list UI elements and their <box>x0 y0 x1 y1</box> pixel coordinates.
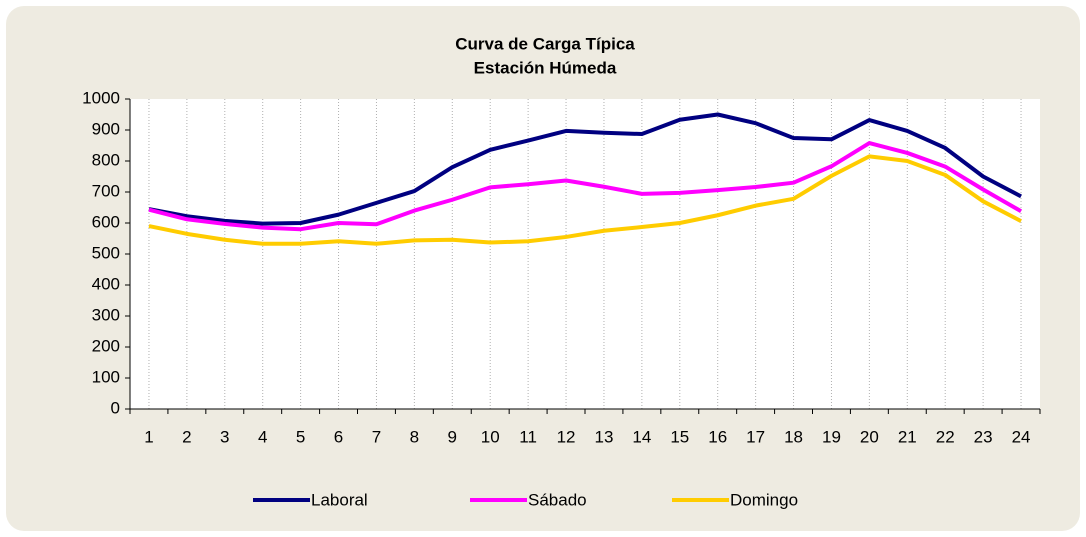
x-tick-label: 20 <box>860 427 879 446</box>
series-line <box>148 112 1022 226</box>
x-tick-label: 24 <box>1012 427 1031 446</box>
y-tick-label: 200 <box>92 336 120 355</box>
x-tick-label: 8 <box>410 427 419 446</box>
y-tick-label: 100 <box>92 367 120 386</box>
y-tick-label: 1000 <box>82 88 120 107</box>
x-tick-label: 18 <box>784 427 803 446</box>
chart-subtitle: Estación Húmeda <box>474 58 617 77</box>
legend-label: Domingo <box>730 490 798 509</box>
x-tick-label: 6 <box>334 427 343 446</box>
x-tick-label: 22 <box>936 427 955 446</box>
series-line <box>148 141 1023 232</box>
x-tick-label: 1 <box>144 427 153 446</box>
y-tick-label: 800 <box>92 150 120 169</box>
x-tick-label: 14 <box>632 427 651 446</box>
y-tick-label: 500 <box>92 243 120 262</box>
legend-label: Sábado <box>528 490 587 509</box>
plot-area <box>130 99 1040 409</box>
y-tick-label: 300 <box>92 305 120 324</box>
series-line <box>148 154 1022 246</box>
legend-label: Laboral <box>311 490 368 509</box>
x-tick-label: 23 <box>974 427 993 446</box>
x-tick-label: 3 <box>220 427 229 446</box>
x-tick-label: 15 <box>670 427 689 446</box>
y-tick-label: 0 <box>111 398 120 417</box>
x-tick-label: 13 <box>594 427 613 446</box>
x-tick-label: 7 <box>372 427 381 446</box>
x-tick-label: 17 <box>746 427 765 446</box>
x-tick-label: 10 <box>481 427 500 446</box>
x-tick-label: 21 <box>898 427 917 446</box>
x-tick-label: 16 <box>708 427 727 446</box>
x-tick-label: 2 <box>182 427 191 446</box>
x-tick-label: 11 <box>519 427 537 446</box>
x-tick-label: 9 <box>448 427 457 446</box>
x-tick-label: 4 <box>258 427 267 446</box>
chart-title: Curva de Carga Típica <box>455 34 635 53</box>
y-tick-label: 600 <box>92 212 120 231</box>
y-tick-label: 400 <box>92 274 120 293</box>
y-tick-label: 700 <box>92 181 120 200</box>
x-tick-label: 19 <box>822 427 841 446</box>
x-tick-label: 5 <box>296 427 305 446</box>
y-tick-label: 900 <box>92 119 120 138</box>
x-tick-label: 12 <box>557 427 576 446</box>
